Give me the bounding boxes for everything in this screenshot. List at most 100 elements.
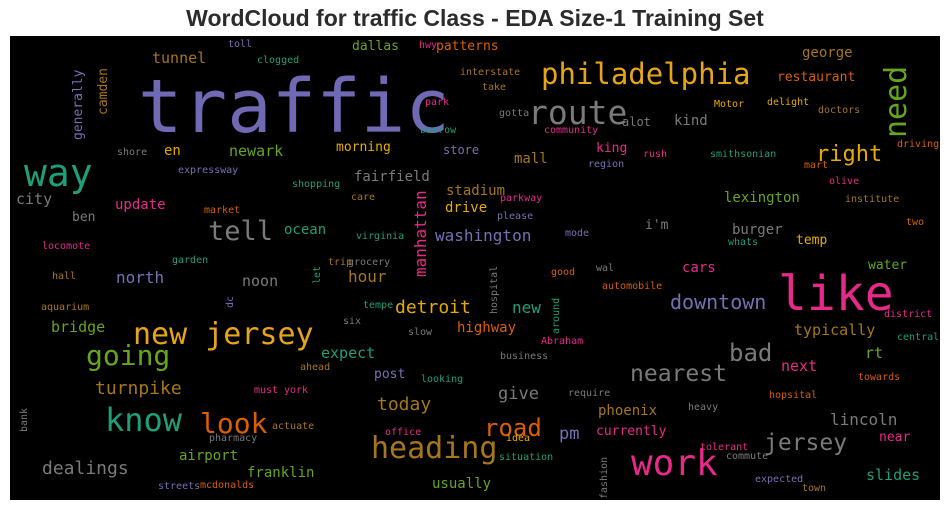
word-manhattan: manhattan <box>411 190 430 278</box>
word-heavy: heavy <box>688 402 719 413</box>
word-idea: idea <box>506 433 531 444</box>
word-business: business <box>500 351 549 362</box>
word-mall: mall <box>514 151 548 167</box>
word-clogged: clogged <box>257 55 300 66</box>
word-philadelphia: philadelphia <box>541 57 751 91</box>
word-cars: cars <box>682 260 716 276</box>
word-motor: Motor <box>714 99 745 110</box>
word-hour: hour <box>348 267 387 286</box>
word-near: near <box>879 430 911 445</box>
word-commute: commute <box>726 451 769 462</box>
word-pharmacy: pharmacy <box>209 433 258 444</box>
word-lexington: lexington <box>724 190 800 206</box>
word-dallas: dallas <box>352 39 399 54</box>
word-driving: driving <box>897 139 940 150</box>
word-shopping: shopping <box>292 179 341 190</box>
word-downtown: downtown <box>670 290 767 314</box>
word-burger: burger <box>732 222 783 238</box>
word-situation: situation <box>499 452 554 463</box>
word-restaurant: restaurant <box>777 70 856 85</box>
word-update: update <box>115 197 166 213</box>
word-way: way <box>24 151 93 195</box>
word-trip: trip <box>328 257 353 268</box>
word-look: look <box>200 407 268 440</box>
word-shore: shore <box>117 147 148 158</box>
word-hopsital: hopsital <box>769 390 818 401</box>
word-tell: tell <box>208 216 274 247</box>
word-typically: typically <box>794 321 876 339</box>
word-dc: dc <box>225 295 236 308</box>
word-locomote: locomote <box>42 241 91 252</box>
word-i-m: i'm <box>645 218 669 233</box>
word-pm: pm <box>559 424 580 444</box>
word-mart: mart <box>804 160 829 171</box>
word-two: two <box>906 217 925 228</box>
word-heading: heading <box>371 431 498 466</box>
word-grocery: grocery <box>348 257 391 268</box>
word-slow: slow <box>408 327 433 338</box>
word-jersey: jersey <box>764 430 848 456</box>
word-mcdonalds: mcdonalds <box>200 480 255 491</box>
word-smithsonian: smithsonian <box>710 149 777 160</box>
word-city: city <box>16 190 53 208</box>
word-slides: slides <box>866 466 921 484</box>
word-right: right <box>816 142 883 167</box>
word-going: going <box>86 339 171 372</box>
word-noon: noon <box>242 272 279 290</box>
word-streets: streets <box>158 481 201 492</box>
word-six: six <box>343 316 362 327</box>
word-traffic: traffic <box>138 64 450 150</box>
word-ben: ben <box>72 210 96 225</box>
word-wal: wal <box>596 263 615 274</box>
word-automobile: automobile <box>602 281 663 292</box>
word-around: around <box>551 297 562 334</box>
word-bad: bad <box>729 339 773 367</box>
word-burrow: burrow <box>420 125 457 136</box>
word-newark: newark <box>229 142 284 160</box>
word-take: take <box>482 82 507 93</box>
word-franklin: franklin <box>247 465 315 481</box>
word-bridge: bridge <box>51 318 106 336</box>
word-like: like <box>778 266 894 322</box>
word-care: care <box>351 192 376 203</box>
word-garden: garden <box>172 255 209 266</box>
word-hall: hall <box>52 271 77 282</box>
word-washington: washington <box>435 226 532 245</box>
word-generally: generally <box>71 69 86 141</box>
word-region: region <box>588 159 625 170</box>
word-aquarium: aquarium <box>41 302 90 313</box>
word-stadium: stadium <box>446 183 506 199</box>
word-ocean: ocean <box>284 222 327 238</box>
word-road: road <box>484 414 542 442</box>
word-detroit: detroit <box>395 297 471 318</box>
word-expected: expected <box>755 474 804 485</box>
word-community: community <box>544 125 599 136</box>
word-interstate: interstate <box>460 67 521 78</box>
word-route: route <box>528 93 628 132</box>
word-dealings: dealings <box>42 458 129 479</box>
word-parkway: parkway <box>500 193 543 204</box>
word-towards: towards <box>858 372 901 383</box>
word-delight: delight <box>767 97 810 108</box>
word-today: today <box>377 394 432 415</box>
word-tempe: tempe <box>363 300 394 311</box>
word-office: office <box>385 427 422 438</box>
word-highway: highway <box>457 320 517 336</box>
word-lincoln: lincoln <box>830 410 898 429</box>
word-require: require <box>568 388 611 399</box>
word-toll: toll <box>228 39 253 50</box>
word-please: please <box>497 211 534 222</box>
word-need: need <box>879 65 914 138</box>
word-george: george <box>802 45 853 61</box>
word-must: must <box>254 385 279 396</box>
word-institute: institute <box>845 194 900 205</box>
word-fashion: fashion <box>599 456 610 499</box>
word-king: king <box>596 141 628 156</box>
word-phoenix: phoenix <box>598 403 658 419</box>
word-olive: olive <box>829 176 860 187</box>
word-drive: drive <box>445 200 488 216</box>
word-know: know <box>105 401 183 439</box>
word-usually: usually <box>432 476 492 492</box>
word-market: market <box>204 205 241 216</box>
word-give: give <box>498 384 539 404</box>
